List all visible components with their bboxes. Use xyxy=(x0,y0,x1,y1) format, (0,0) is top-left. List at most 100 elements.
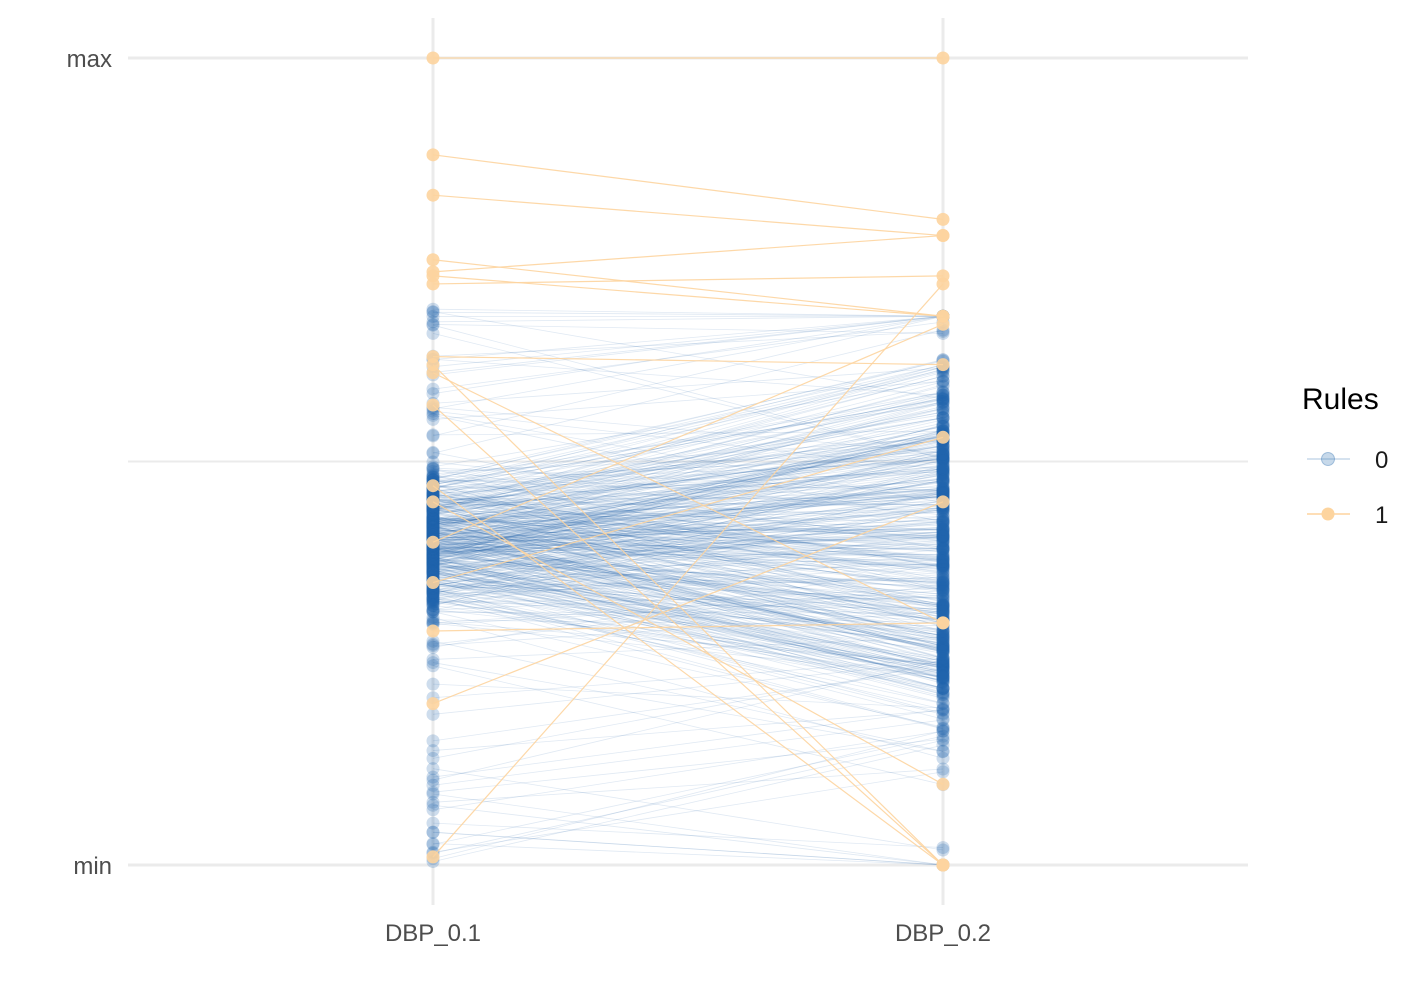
series-0-point xyxy=(426,563,440,577)
series-0-point xyxy=(936,466,950,480)
series-1-point xyxy=(936,212,950,226)
series-0-point xyxy=(936,392,950,406)
series-0-point xyxy=(936,529,950,543)
series-0-point xyxy=(936,600,950,614)
series-0-line xyxy=(432,493,944,582)
series-0-point xyxy=(936,473,950,487)
series-1-point xyxy=(426,495,440,509)
series-0-point xyxy=(426,585,440,599)
series-0-line xyxy=(432,548,944,614)
series-0-point xyxy=(936,393,950,407)
series-0-point xyxy=(936,685,950,699)
series-0-point xyxy=(936,640,950,654)
series-0-line xyxy=(432,563,944,640)
series-0-line xyxy=(432,440,944,493)
series-0-point xyxy=(426,566,440,580)
series-0-line xyxy=(432,482,944,548)
series-0-line xyxy=(432,561,944,665)
series-0-line xyxy=(432,509,944,587)
series-0-point xyxy=(936,405,950,419)
series-1-point xyxy=(426,535,440,549)
series-0-point xyxy=(936,656,950,670)
series-0-line xyxy=(432,437,944,475)
series-0-point xyxy=(936,632,950,646)
series-0-point xyxy=(936,478,950,492)
series-0-point xyxy=(936,420,950,434)
series-0-point xyxy=(936,635,950,649)
series-0-point xyxy=(426,634,440,648)
series-0-point xyxy=(426,526,440,540)
series-0-point xyxy=(936,553,950,567)
series-0-point xyxy=(936,702,950,716)
series-0-point xyxy=(426,520,440,534)
series-0-line xyxy=(432,580,944,714)
series-0-line xyxy=(432,384,944,521)
series-0-point xyxy=(426,520,440,534)
series-0-point xyxy=(426,517,440,531)
series-0-point xyxy=(936,641,950,655)
y-tick-label-min: min xyxy=(73,853,112,880)
series-0-point xyxy=(936,629,950,643)
series-0-line xyxy=(432,540,944,575)
series-0-point xyxy=(426,560,440,574)
series-0-line xyxy=(432,559,944,640)
series-1-point xyxy=(426,697,440,711)
series-0-line xyxy=(432,658,944,699)
series-0-point xyxy=(936,637,950,651)
series-0-point xyxy=(426,562,440,576)
series-0-line xyxy=(432,487,944,536)
series-1-point xyxy=(426,366,440,380)
series-0-point xyxy=(936,462,950,476)
series-0-point xyxy=(936,605,950,619)
series-0-line xyxy=(432,591,944,689)
series-0-point xyxy=(936,664,950,678)
series-0-point xyxy=(426,545,440,559)
series-0-point xyxy=(936,671,950,685)
series-0-point xyxy=(426,639,440,653)
series-0-point xyxy=(426,613,440,627)
series-0-point xyxy=(426,548,440,562)
series-0-point xyxy=(936,550,950,564)
series-0-point xyxy=(936,451,950,465)
series-0-line xyxy=(432,504,944,578)
series-0-line xyxy=(432,580,944,689)
series-0-point xyxy=(426,589,440,603)
series-0-point xyxy=(936,443,950,457)
series-0-point xyxy=(936,484,950,498)
series-0-point xyxy=(426,326,440,340)
series-0-line xyxy=(432,548,944,604)
series-0-point xyxy=(936,447,950,461)
series-0-line xyxy=(432,571,944,664)
series-0-line xyxy=(432,503,944,537)
series-0-line xyxy=(432,468,944,537)
series-0-line xyxy=(432,569,944,677)
series-0-point xyxy=(936,374,950,388)
series-0-point xyxy=(426,591,440,605)
series-0-line xyxy=(432,665,944,786)
series-0-point xyxy=(426,517,440,531)
series-0-line xyxy=(432,507,944,611)
series-0-line xyxy=(432,544,944,612)
series-0-point xyxy=(426,546,440,560)
series-0-point xyxy=(936,665,950,679)
series-0-line xyxy=(432,592,944,729)
series-0-point xyxy=(936,644,950,658)
series-0-line xyxy=(432,411,944,506)
series-0-line xyxy=(432,500,944,574)
series-0-point xyxy=(426,557,440,571)
series-0-point xyxy=(426,560,440,574)
series-0-line xyxy=(432,538,944,556)
x-tick-label-dbp-0-1: DBP_0.1 xyxy=(385,920,481,947)
series-0-line xyxy=(432,315,944,376)
series-0-point xyxy=(426,518,440,532)
series-0-line xyxy=(432,453,944,483)
series-0-point xyxy=(936,450,950,464)
series-0-point xyxy=(936,525,950,539)
series-0-line xyxy=(432,822,944,848)
series-0-point xyxy=(426,558,440,572)
series-0-point xyxy=(426,511,440,525)
series-0-point xyxy=(426,825,440,839)
series-0-point xyxy=(426,521,440,535)
series-0-line xyxy=(432,584,944,636)
